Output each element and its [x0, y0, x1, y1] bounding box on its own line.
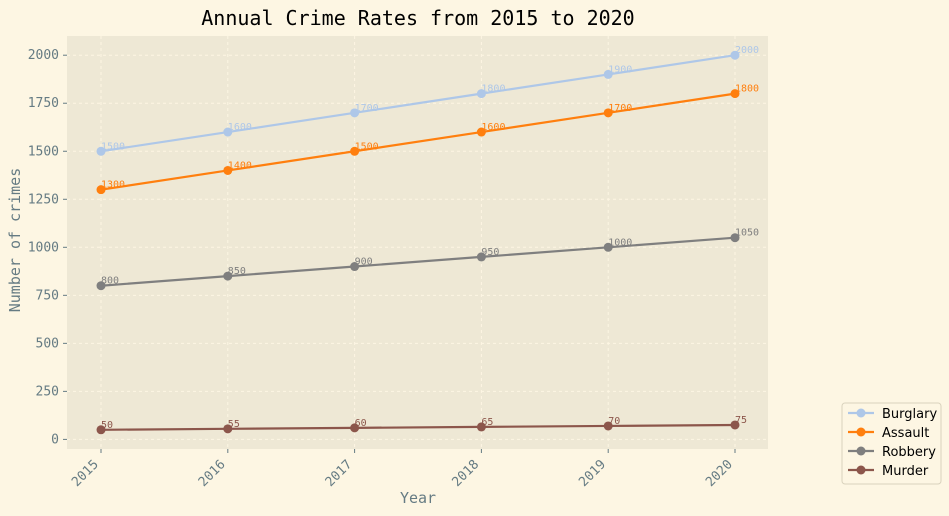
data-point-burglary	[96, 146, 106, 156]
y-tick-label: 0	[51, 432, 59, 447]
data-point-murder	[730, 420, 740, 430]
data-point-robbery	[350, 262, 360, 272]
data-point-assault	[96, 185, 106, 195]
data-point-robbery	[96, 281, 106, 291]
y-axis-label: Number of crimes	[6, 168, 24, 313]
data-label-burglary: 1700	[355, 103, 379, 114]
x-tick-label: 2020	[703, 457, 736, 490]
series-group: 1500 1600 1700 1800 1900 2000 1300 1400 1500 1600…	[96, 45, 759, 435]
data-label-assault: 1800	[735, 84, 759, 95]
x-tick-label: 2019	[576, 457, 609, 490]
x-tick-label: 2018	[449, 457, 482, 490]
data-label-robbery: 950	[481, 247, 499, 258]
data-label-murder: 75	[735, 415, 747, 426]
y-tick-label: 750	[36, 288, 59, 303]
data-label-burglary: 1900	[608, 64, 632, 75]
data-label-murder: 50	[101, 420, 113, 431]
series-robbery: 800 850 900 950 1000 1050	[96, 228, 759, 291]
legend-marker-burglary	[856, 408, 866, 418]
data-label-robbery: 850	[228, 266, 246, 277]
data-point-murder	[350, 423, 360, 433]
data-point-murder	[96, 425, 106, 435]
data-label-murder: 65	[481, 417, 493, 428]
data-label-burglary: 2000	[735, 45, 759, 56]
series-line-burglary	[100, 54, 736, 153]
y-tick-label: 1250	[28, 192, 59, 207]
data-point-burglary	[603, 69, 613, 79]
data-point-burglary	[730, 50, 740, 60]
chart-title: Annual Crime Rates from 2015 to 2020	[201, 6, 634, 30]
x-tick-label: 2015	[69, 457, 102, 490]
data-point-burglary	[350, 108, 360, 118]
data-label-murder: 70	[608, 416, 620, 427]
y-tick-label: 250	[36, 384, 59, 399]
data-point-assault	[730, 89, 740, 99]
data-point-burglary	[476, 89, 486, 99]
data-point-robbery	[223, 271, 233, 281]
legend-marker-murder	[856, 465, 866, 475]
plot-area	[67, 36, 768, 449]
data-point-assault	[223, 165, 233, 175]
x-tick-label: 2016	[196, 457, 229, 490]
data-label-burglary: 1600	[228, 122, 252, 133]
data-point-assault	[603, 108, 613, 118]
legend-label-burglary: Burglary	[882, 407, 937, 422]
data-label-murder: 60	[355, 418, 367, 429]
y-tick-label: 2000	[28, 48, 59, 63]
y-axis-ticks: 0 250 500 750 1000 1250 1500 1750 2000	[28, 48, 67, 447]
data-label-robbery: 1000	[608, 237, 632, 248]
y-tick-label: 1000	[28, 240, 59, 255]
x-axis-label: Year	[400, 489, 436, 507]
data-label-assault: 1300	[101, 180, 125, 191]
legend-marker-assault	[856, 427, 866, 437]
data-label-robbery: 800	[101, 276, 119, 287]
data-point-assault	[476, 127, 486, 137]
data-point-burglary	[223, 127, 233, 137]
data-point-assault	[350, 146, 360, 156]
data-label-murder: 55	[228, 419, 240, 430]
y-tick-label: 1500	[28, 144, 59, 159]
legend-box	[841, 402, 942, 485]
data-point-murder	[476, 422, 486, 432]
data-label-robbery: 1050	[735, 228, 759, 239]
legend-marker-robbery	[856, 446, 866, 456]
series-burglary: 1500 1600 1700 1800 1900 2000	[96, 45, 759, 156]
data-point-murder	[223, 424, 233, 434]
data-point-murder	[603, 421, 613, 431]
legend-label-robbery: Robbery	[882, 445, 936, 460]
legend-label-assault: Assault	[882, 426, 929, 441]
legend-label-murder: Murder	[882, 464, 929, 479]
series-line-assault	[100, 92, 736, 191]
grid-lines	[67, 36, 768, 449]
data-label-robbery: 900	[355, 257, 373, 268]
series-line-murder	[100, 423, 736, 431]
data-point-robbery	[476, 252, 486, 262]
series-line-robbery	[100, 236, 736, 287]
data-label-assault: 1500	[355, 141, 379, 152]
series-assault: 1300 1400 1500 1600 1700 1800	[96, 84, 759, 195]
data-label-burglary: 1800	[481, 84, 505, 95]
data-point-robbery	[730, 233, 740, 243]
x-tick-label: 2017	[323, 457, 356, 490]
legend: Burglary Assault Robbery Murder	[841, 402, 942, 485]
data-label-assault: 1400	[228, 160, 252, 171]
y-tick-label: 1750	[28, 96, 59, 111]
data-label-assault: 1700	[608, 103, 632, 114]
data-point-robbery	[603, 242, 613, 252]
x-axis-ticks: 2015 2016 2017 2018 2019 2020	[69, 449, 736, 490]
series-murder: 50 55 60 65 70 75	[96, 415, 747, 435]
y-tick-label: 500	[36, 336, 59, 351]
data-label-burglary: 1500	[101, 141, 125, 152]
data-label-assault: 1600	[481, 122, 505, 133]
